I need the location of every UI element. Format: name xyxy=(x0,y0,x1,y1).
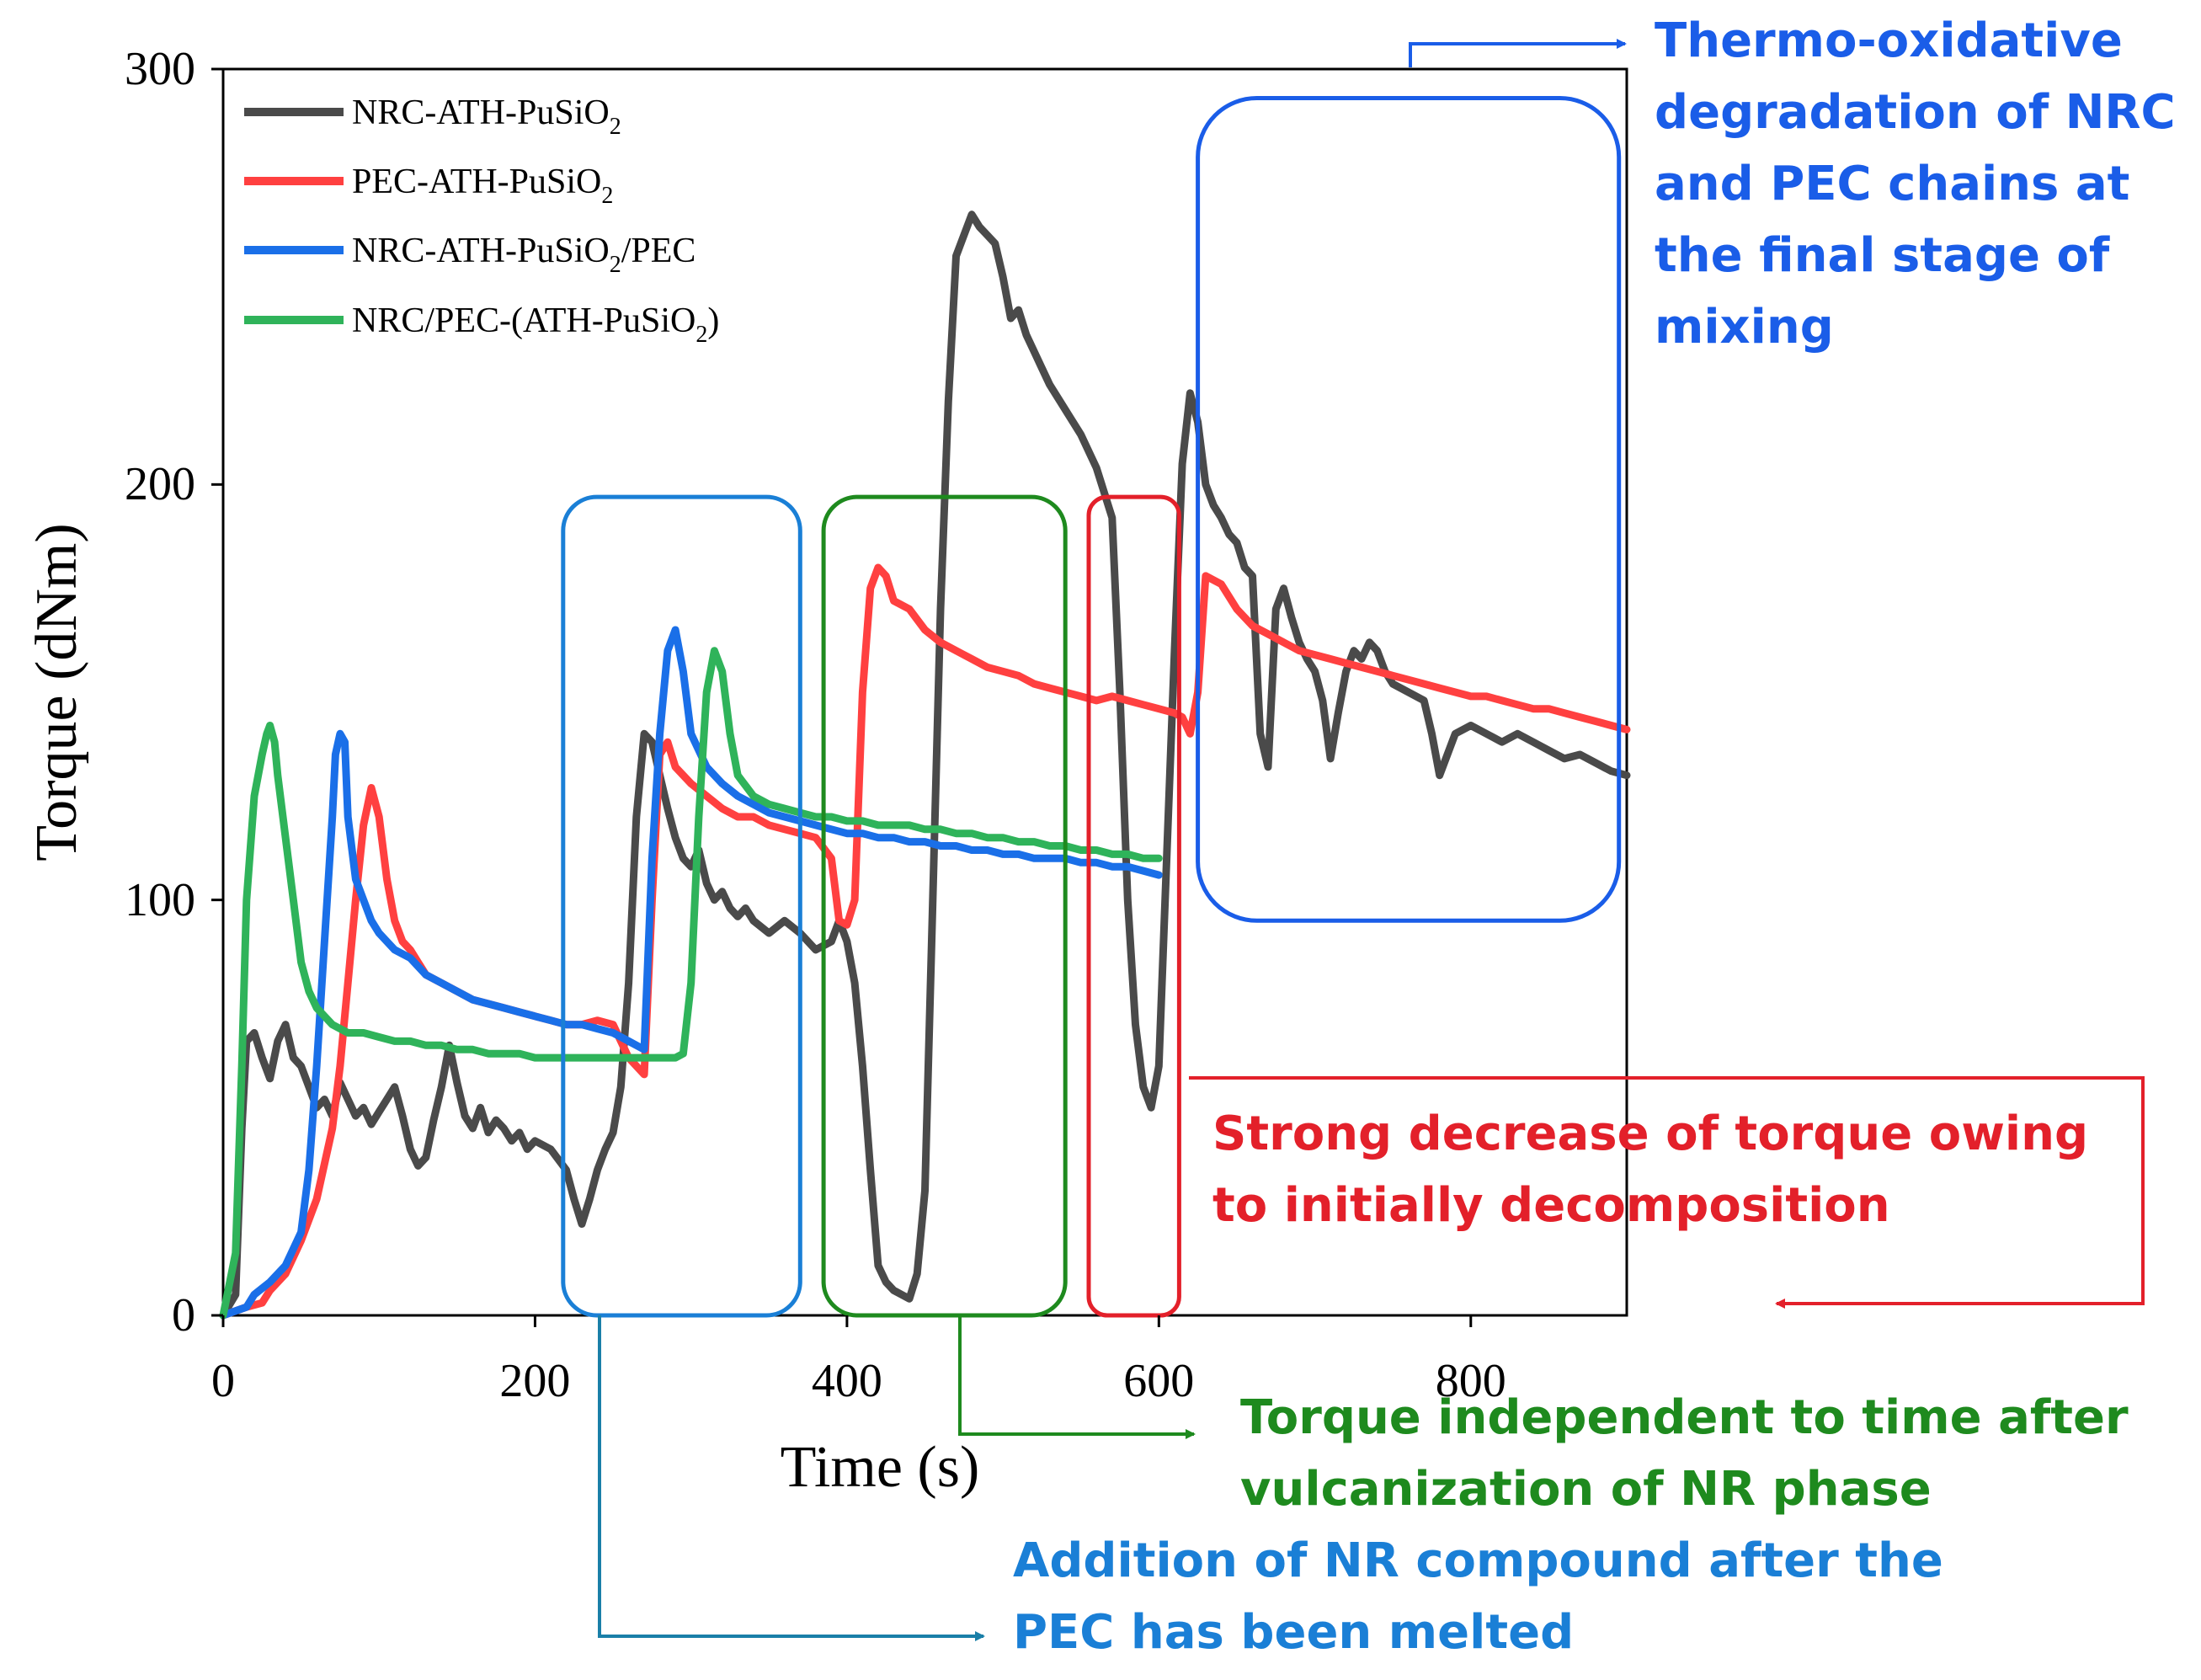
y-tick-label: 300 xyxy=(125,43,195,95)
legend-label-blend: NRC/PEC-(ATH-PuSiO2) xyxy=(352,301,719,348)
x-tick-label: 400 xyxy=(812,1355,882,1407)
legend-label-nrc-pec: NRC-ATH-PuSiO2/PEC xyxy=(352,232,695,278)
annotation-box-degradation xyxy=(1196,96,1622,923)
x-axis: 0 200 400 600 800 xyxy=(211,1355,1506,1407)
series-line-0 xyxy=(219,211,1631,1320)
x-tick-label: 800 xyxy=(1436,1355,1506,1407)
annotation-text-degradation: Thermo-oxidative degradation of NRC and … xyxy=(1655,13,2176,355)
annotation-box-vulcanization xyxy=(821,494,1068,1318)
legend-label-nrc: NRC-ATH-PuSiO2 xyxy=(352,93,621,140)
y-axis: 0 100 200 300 xyxy=(125,43,195,1341)
arrow-vulcanization xyxy=(958,1315,1196,1439)
annotation-line: vulcanization of NR phase xyxy=(1240,1462,1932,1517)
x-tick-label: 200 xyxy=(499,1355,570,1407)
tick-marks xyxy=(211,67,1473,1327)
series-line-1 xyxy=(219,563,1631,1320)
arrow-degradation xyxy=(1409,39,1627,67)
series-layer xyxy=(219,211,1631,1320)
annotation-text-vulcanization: Torque independent to time after vulcani… xyxy=(1240,1390,2129,1517)
arrow-decomposition xyxy=(1189,1076,2145,1309)
arrow-addition xyxy=(598,1315,985,1641)
annotation-line: and PEC chains at xyxy=(1655,157,2129,211)
x-axis-title: Time (s) xyxy=(781,1435,980,1500)
annotation-line: to initially decomposition xyxy=(1212,1178,1890,1233)
legend-label-pec: PEC-ATH-PuSiO2 xyxy=(352,163,613,209)
x-tick-label: 0 xyxy=(211,1355,235,1407)
annotation-line: Addition of NR compound after the xyxy=(1013,1533,1943,1588)
annotation-line: Thermo-oxidative xyxy=(1655,13,2123,68)
annotation-line: degradation of NRC xyxy=(1655,85,2176,140)
y-tick-label: 100 xyxy=(125,874,195,926)
annotation-line: Torque independent to time after xyxy=(1240,1390,2129,1445)
annotation-line: PEC has been melted xyxy=(1013,1605,1574,1660)
series-line-2 xyxy=(219,626,1163,1320)
y-tick-label: 200 xyxy=(125,458,195,510)
legend: NRC-ATH-PuSiO2 PEC-ATH-PuSiO2 NRC-ATH-Pu… xyxy=(244,93,719,348)
y-axis-title: Torque (dNm) xyxy=(24,523,89,861)
y-tick-label: 0 xyxy=(172,1289,195,1341)
annotation-box-decomposition xyxy=(1086,494,1181,1318)
annotation-line: mixing xyxy=(1655,300,1834,355)
annotation-line: Strong decrease of torque owing xyxy=(1212,1107,2088,1161)
series-line-3 xyxy=(219,647,1163,1320)
annotation-line: the final stage of xyxy=(1655,228,2110,283)
annotation-text-decomposition: Strong decrease of torque owing to initi… xyxy=(1212,1107,2088,1233)
x-tick-label: 600 xyxy=(1123,1355,1194,1407)
annotation-box-addition xyxy=(561,494,802,1318)
annotation-text-addition: Addition of NR compound after the PEC ha… xyxy=(1013,1533,1943,1660)
